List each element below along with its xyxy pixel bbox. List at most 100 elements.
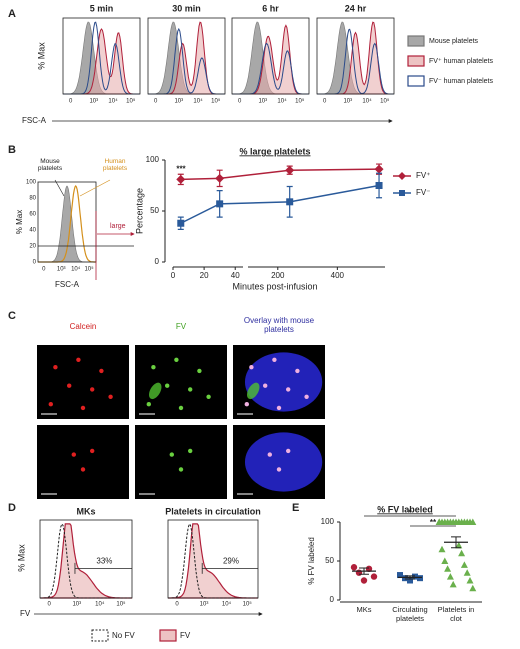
y-tick-label: 80 [29,196,36,202]
x-tick-label: 0 [48,602,52,608]
histogram-curve [168,523,258,599]
x-tick-label: 0 [171,271,176,280]
legend-swatch [91,629,109,642]
gate-label: large [110,223,126,230]
legend-swatch [407,55,425,67]
marker [215,173,225,183]
marker [286,198,294,206]
annotation: Human platelets [102,158,128,173]
x-tick-label: Platelets in clot [437,606,475,623]
micrograph [135,425,227,499]
cell-dot [151,365,156,370]
fv-aggregate [148,382,162,400]
annotation: Human platelets [102,158,128,173]
legend-label: FV⁻ [416,188,430,197]
x-tick-label: 10⁴ [71,266,81,273]
marker [374,164,384,174]
mouse-platelet-signal [244,352,323,412]
legend-swatch [407,35,425,47]
cell-dot [146,402,151,407]
legend-label: No FV [112,631,135,640]
y-tick-label: 100 [321,517,335,526]
x-tick-label: 0 [69,99,73,105]
point [370,573,378,580]
y-tick-label: 40 [29,228,36,234]
histogram-curve [40,523,132,599]
y-tick-label: 0 [330,595,335,604]
cell-dot [272,357,277,362]
plot-frame [62,17,141,95]
cell-dot [295,368,300,374]
cell-dot [197,368,202,374]
x-tick-label: 10³ [89,99,98,105]
point [407,577,413,584]
legend-label: FV⁻ human platelets [429,78,494,85]
significance-label: * [408,508,412,517]
marker [375,182,383,189]
significance-label: ** [430,518,437,527]
x-tick-label: MKs [356,606,372,614]
point [435,518,443,525]
y-tick-label: 50 [150,206,159,215]
annotation: Mouse platelets [37,158,63,173]
cell-dot [206,394,211,399]
x-tick-label: 10³ [72,602,81,608]
legend-label: FV [180,631,191,640]
series-line [180,168,380,181]
cell-dot [249,365,254,370]
column-header: FV [175,322,187,331]
chart-title: % FV labeled [377,504,433,514]
x-tick-label: Platelets in clot [437,606,475,623]
sem-bar [405,575,415,580]
panel-label: E [292,502,299,514]
x-tick-label: 10³ [258,99,267,105]
fv-aggregate [246,382,260,400]
panel-title: 6 hr [262,3,279,13]
cell-dot [304,394,309,399]
x-tick-label: 10⁵ [295,98,305,105]
series-line [180,184,380,224]
y-tick-label: 50 [325,556,334,565]
column-header: FV [175,322,187,331]
x-axis-label: FV [20,609,31,618]
cell-dot [178,405,184,411]
x-tick-label: 10⁵ [84,266,94,273]
cell-dot [108,394,113,399]
point [402,575,408,582]
y-axis-label: Percentage [134,188,144,234]
marker [176,174,186,184]
x-tick-label: 0 [238,99,242,105]
y-tick-label: 0 [155,257,160,266]
x-tick-label: 10⁴ [193,98,203,105]
panel-title: 5 min [90,3,114,13]
panel-label: A [8,8,16,20]
legend-swatch [407,75,425,87]
cell-dot [99,368,104,374]
cell-dot [276,405,282,411]
y-tick-label: 100 [146,155,160,164]
x-tick-label: 10³ [174,99,183,105]
column-header: Calcein [69,322,97,331]
x-axis-label: FSC-A [22,116,47,125]
y-tick-label: 0 [33,260,37,266]
marker [216,200,224,208]
cell-dot [80,467,86,472]
marker [285,165,295,175]
cell-dot [244,402,249,407]
x-tick-label: 10³ [343,99,352,105]
x-tick-label: 40 [231,271,240,280]
y-tick-label: 100 [26,180,37,186]
y-tick-label: 20 [29,244,36,250]
point [355,569,363,576]
panel-title: 24 hr [345,3,367,13]
point [360,577,368,584]
point [444,565,452,572]
cell-dot [80,405,86,411]
histogram-curve [63,28,140,95]
x-tick-label: 10⁵ [126,98,136,105]
legend-label: FV⁺ human platelets [429,58,494,65]
x-axis-label: FSC-A [55,280,80,289]
x-tick-label: 10⁴ [222,601,232,608]
y-axis-label: % Max [16,544,26,572]
cell-dot [71,452,77,457]
